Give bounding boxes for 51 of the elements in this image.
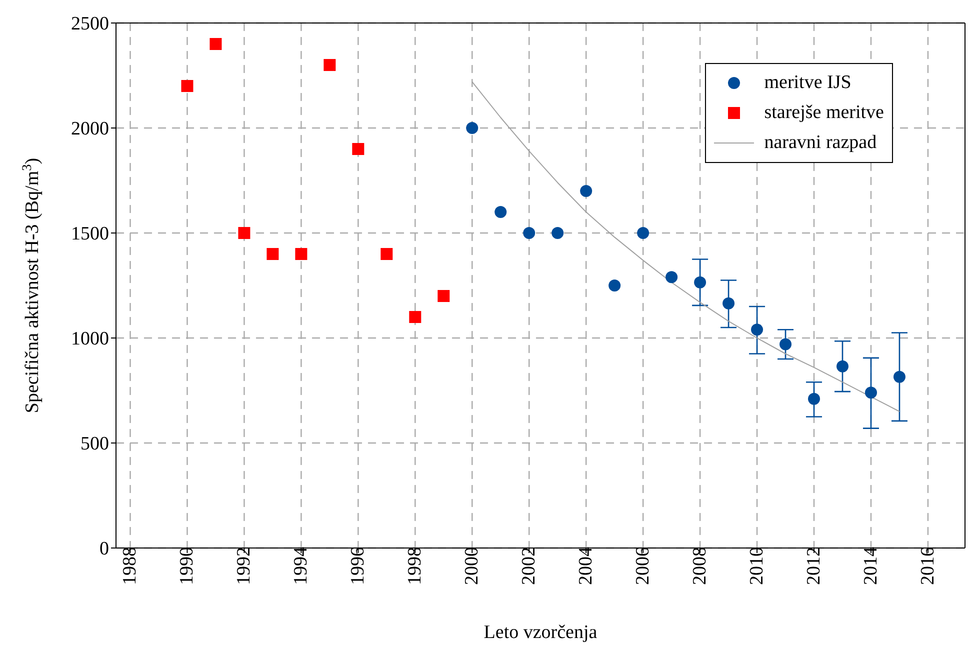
x-tick-label: 1994	[290, 546, 312, 585]
point	[580, 185, 592, 197]
x-tick-label: 1998	[404, 547, 426, 585]
point	[694, 276, 706, 288]
point	[836, 360, 848, 372]
x-tick-label: 2016	[917, 547, 938, 585]
point	[523, 227, 536, 239]
point	[210, 38, 222, 50]
point	[608, 280, 621, 292]
x-tick-label: 1992	[234, 547, 255, 585]
point	[409, 311, 422, 323]
x-tick-label: 1988	[120, 547, 141, 585]
x-tick-label: 2008	[690, 547, 711, 585]
legend-label: starejše meritve	[764, 101, 884, 125]
point	[552, 227, 564, 239]
point	[864, 386, 877, 399]
x-axis-title: Leto vzorčenja	[484, 622, 598, 643]
x-tick-label: 2014	[860, 546, 882, 585]
point	[295, 248, 308, 260]
y-tick-label: 1000	[71, 328, 109, 350]
x-tick-label: 1996	[348, 547, 369, 585]
legend-label: naravni razpad	[764, 131, 877, 155]
point	[466, 122, 478, 134]
y-tick-label: 500	[80, 434, 109, 455]
point	[266, 248, 279, 260]
point	[666, 271, 678, 284]
point	[637, 227, 650, 239]
point	[808, 392, 820, 405]
point	[494, 206, 507, 218]
point	[238, 227, 250, 239]
point	[893, 370, 906, 383]
x-tick-label: 2006	[632, 547, 654, 585]
x-tick-label: 2000	[462, 547, 483, 585]
y-tick-label: 1500	[71, 224, 109, 245]
point	[722, 297, 735, 310]
point	[438, 290, 450, 302]
x-tick-label: 2004	[576, 546, 597, 585]
point	[380, 248, 393, 260]
point	[324, 59, 336, 71]
legend-label: meritve IJS	[764, 71, 852, 95]
point	[751, 324, 764, 336]
x-tick-label: 2012	[803, 547, 824, 585]
point	[352, 143, 364, 155]
x-tick-label: 2010	[746, 547, 768, 585]
x-tick-label: 2002	[518, 547, 540, 585]
point	[181, 80, 194, 92]
point	[780, 338, 792, 350]
y-tick-label: 2000	[71, 118, 109, 140]
y-tick-label: 2500	[71, 14, 109, 35]
y-tick-label: 0	[100, 538, 109, 560]
x-tick-label: 1990	[176, 547, 198, 585]
